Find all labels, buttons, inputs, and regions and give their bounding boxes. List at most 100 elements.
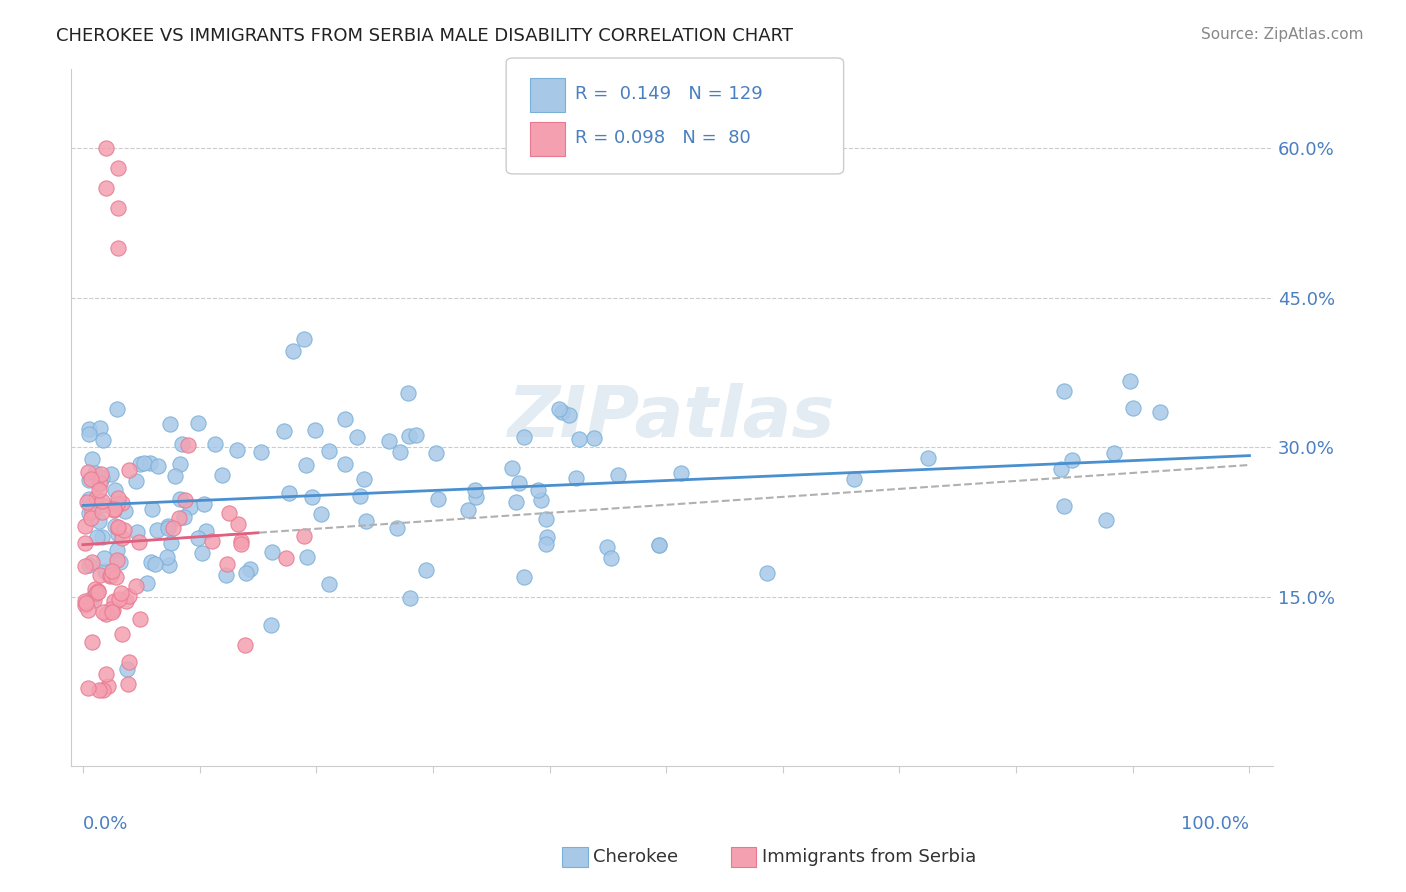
Point (1050, 462, 1073, 476)
Point (91, 683, 114, 698)
Point (89, 421, 111, 435)
Point (86, 530, 108, 544)
Point (318, 444, 340, 458)
Point (295, 458, 318, 472)
Point (129, 612, 152, 626)
Point (87, 515, 110, 529)
Point (262, 545, 284, 559)
Point (125, 524, 148, 539)
Point (77, 422, 100, 436)
Point (274, 551, 297, 566)
Point (107, 201, 129, 215)
Point (107, 519, 129, 533)
Point (93, 550, 115, 565)
Point (917, 450, 939, 465)
Point (354, 514, 377, 528)
Point (82, 452, 104, 467)
Point (558, 409, 581, 423)
Point (389, 445, 412, 459)
Point (415, 563, 437, 577)
Point (231, 537, 253, 551)
Point (292, 529, 315, 543)
Point (107, 241, 129, 255)
Point (100, 568, 122, 582)
Point (80, 511, 103, 525)
Point (534, 537, 557, 551)
Point (112, 523, 135, 537)
Point (173, 510, 195, 524)
Point (89, 568, 111, 582)
Point (226, 517, 249, 532)
Point (128, 535, 150, 549)
Text: 0.0%: 0.0% (83, 815, 128, 833)
Point (87, 477, 110, 491)
Point (124, 579, 146, 593)
Point (128, 457, 150, 471)
Text: CHEROKEE VS IMMIGRANTS FROM SERBIA MALE DISABILITY CORRELATION CHART: CHEROKEE VS IMMIGRANTS FROM SERBIA MALE … (56, 27, 793, 45)
Point (76, 495, 98, 509)
Point (215, 567, 238, 582)
Point (107, 526, 129, 541)
Point (281, 344, 304, 359)
Point (235, 566, 257, 580)
Point (117, 463, 139, 477)
Point (174, 493, 197, 508)
Point (226, 443, 249, 458)
Point (217, 557, 239, 571)
Text: 100.0%: 100.0% (1181, 815, 1250, 833)
Point (105, 553, 128, 567)
Point (1122, 401, 1144, 416)
Point (547, 402, 569, 417)
Point (101, 564, 124, 578)
Point (309, 508, 332, 522)
Point (77, 558, 100, 572)
Point (191, 546, 214, 560)
Point (648, 538, 671, 552)
Point (77, 427, 100, 442)
Point (318, 576, 340, 591)
Point (156, 549, 179, 564)
Point (1053, 384, 1076, 398)
Point (239, 562, 262, 576)
Text: Source: ZipAtlas.com: Source: ZipAtlas.com (1201, 27, 1364, 42)
Point (101, 605, 124, 619)
Point (513, 570, 536, 584)
Point (117, 676, 139, 690)
Point (335, 457, 357, 471)
Point (218, 506, 240, 520)
Text: R =  0.149   N = 129: R = 0.149 N = 129 (575, 85, 763, 103)
Point (107, 161, 129, 176)
Point (143, 558, 166, 572)
Point (125, 475, 148, 489)
Point (107, 521, 129, 535)
Point (464, 483, 486, 497)
Point (156, 521, 179, 535)
Point (177, 438, 200, 452)
Point (94, 564, 117, 578)
Point (115, 594, 138, 608)
Point (141, 555, 163, 569)
Point (94, 666, 117, 681)
Point (193, 498, 215, 512)
Point (508, 475, 530, 490)
Point (1102, 445, 1125, 459)
Point (170, 437, 193, 451)
Point (600, 551, 623, 566)
Point (295, 550, 318, 565)
Point (100, 467, 122, 481)
Point (1053, 500, 1076, 514)
Point (91, 433, 114, 447)
Point (671, 466, 693, 480)
Point (259, 618, 281, 632)
Point (87, 583, 110, 598)
Point (103, 501, 125, 516)
Point (145, 524, 167, 538)
Point (231, 534, 253, 549)
Point (167, 511, 190, 525)
Point (105, 543, 128, 558)
Point (427, 492, 450, 507)
Point (75, 558, 97, 573)
Point (277, 486, 299, 500)
Point (565, 470, 588, 484)
Point (162, 521, 184, 535)
